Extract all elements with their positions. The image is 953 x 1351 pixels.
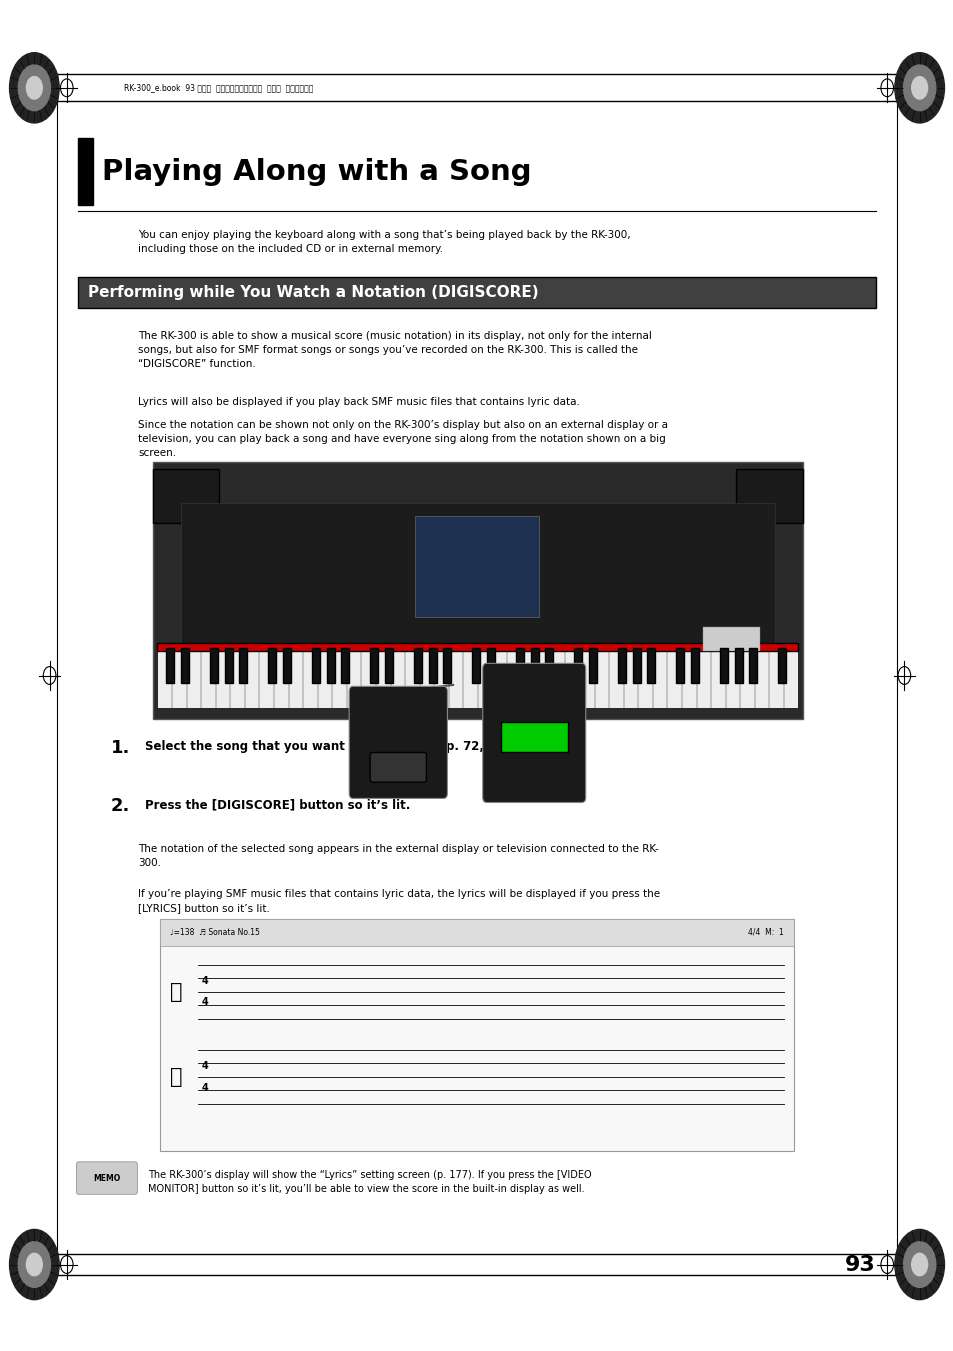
Text: 4: 4 [201,997,208,1008]
FancyBboxPatch shape [76,1162,137,1194]
Text: PLAY/STOP: PLAY/STOP [522,690,545,694]
FancyBboxPatch shape [748,647,757,684]
FancyBboxPatch shape [385,647,393,684]
FancyBboxPatch shape [530,647,538,684]
FancyBboxPatch shape [283,647,291,684]
Text: Lyrics will also be displayed if you play back SMF music files that contains lyr: Lyrics will also be displayed if you pla… [138,397,579,407]
Circle shape [894,53,943,123]
FancyBboxPatch shape [482,663,585,802]
FancyBboxPatch shape [720,647,727,684]
FancyBboxPatch shape [225,647,233,684]
FancyBboxPatch shape [500,723,567,753]
FancyBboxPatch shape [443,647,451,684]
FancyBboxPatch shape [486,647,495,684]
Text: Since the notation can be shown not only on the RK-300’s display but also on an : Since the notation can be shown not only… [138,420,668,458]
FancyBboxPatch shape [646,647,655,684]
Circle shape [894,1229,943,1300]
FancyBboxPatch shape [326,647,335,684]
FancyBboxPatch shape [210,647,218,684]
FancyBboxPatch shape [415,516,538,617]
FancyBboxPatch shape [370,753,426,782]
Text: ▶■: ▶■ [529,771,538,777]
FancyBboxPatch shape [239,647,247,684]
FancyBboxPatch shape [632,647,640,684]
Text: MEMO: MEMO [93,1174,120,1182]
Text: 1.: 1. [111,739,130,757]
FancyBboxPatch shape [78,277,875,308]
FancyBboxPatch shape [341,647,349,684]
FancyBboxPatch shape [181,503,774,644]
Text: You can enjoy playing the keyboard along with a song that’s being played back by: You can enjoy playing the keyboard along… [138,230,630,254]
Circle shape [27,1254,42,1275]
FancyBboxPatch shape [734,647,742,684]
FancyBboxPatch shape [676,647,683,684]
FancyBboxPatch shape [312,647,320,684]
Text: 93: 93 [844,1255,875,1274]
FancyBboxPatch shape [588,647,597,684]
FancyBboxPatch shape [545,647,553,684]
Text: 4: 4 [201,975,208,986]
FancyBboxPatch shape [618,647,625,684]
Text: PLAY: PLAY [723,636,739,642]
FancyBboxPatch shape [574,647,582,684]
FancyBboxPatch shape [78,138,93,205]
Text: DIGISCORE: DIGISCORE [386,719,410,721]
Circle shape [18,65,51,111]
FancyBboxPatch shape [414,647,422,684]
Text: 4: 4 [201,1061,208,1071]
FancyBboxPatch shape [157,643,798,708]
FancyBboxPatch shape [152,462,802,719]
Text: 4/4  M:  1: 4/4 M: 1 [748,928,783,936]
Circle shape [911,77,926,99]
Text: Roland: Roland [205,584,230,589]
FancyBboxPatch shape [690,647,699,684]
FancyBboxPatch shape [428,647,436,684]
Text: ♩=138  ♬ Sonata No.15: ♩=138 ♬ Sonata No.15 [170,928,259,936]
FancyBboxPatch shape [702,627,760,651]
FancyBboxPatch shape [166,647,174,684]
FancyBboxPatch shape [160,919,793,1151]
Text: 4: 4 [201,1082,208,1093]
Text: The RK-300’s display will show the “Lyrics” setting screen (p. 177). If you pres: The RK-300’s display will show the “Lyri… [148,1170,591,1194]
Text: Press the [DIGISCORE] button so it’s lit.: Press the [DIGISCORE] button so it’s lit… [145,798,410,812]
Circle shape [18,1242,51,1288]
FancyBboxPatch shape [152,469,219,523]
FancyBboxPatch shape [181,647,189,684]
Circle shape [10,1229,59,1300]
FancyBboxPatch shape [268,647,276,684]
Text: The RK-300 is able to show a musical score (music notation) in its display, not : The RK-300 is able to show a musical sco… [138,331,652,369]
Text: Playing Along with a Song: Playing Along with a Song [102,158,531,185]
Text: If you’re playing SMF music files that contains lyric data, the lyrics will be d: If you’re playing SMF music files that c… [138,889,659,913]
Circle shape [902,1242,935,1288]
Text: RK-300_e.book  93 ページ  ２００８年９月１０日  水曜日  午後４時６分: RK-300_e.book 93 ページ ２００８年９月１０日 水曜日 午後４時… [124,84,314,92]
FancyBboxPatch shape [472,647,480,684]
Text: 𝄞: 𝄞 [170,982,182,1001]
Text: The notation of the selected song appears in the external display or television : The notation of the selected song appear… [138,844,659,869]
Text: V-ima: V-ima [750,584,766,589]
Text: Performing while You Watch a Notation (DIGISCORE): Performing while You Watch a Notation (D… [88,285,537,300]
FancyBboxPatch shape [778,647,785,684]
Circle shape [10,53,59,123]
Text: 2.: 2. [111,797,130,815]
FancyBboxPatch shape [516,647,523,684]
FancyBboxPatch shape [370,647,378,684]
Circle shape [27,77,42,99]
Text: Select the song that you want to play (p. 70, p. 72, p. 76, p. 85).: Select the song that you want to play (p… [145,740,574,754]
FancyBboxPatch shape [160,919,793,946]
FancyBboxPatch shape [157,643,798,651]
Circle shape [902,65,935,111]
Circle shape [911,1254,926,1275]
FancyBboxPatch shape [349,686,447,798]
Text: VID: VID [395,769,401,773]
FancyBboxPatch shape [736,469,802,523]
Text: 𝄞: 𝄞 [170,1067,182,1086]
